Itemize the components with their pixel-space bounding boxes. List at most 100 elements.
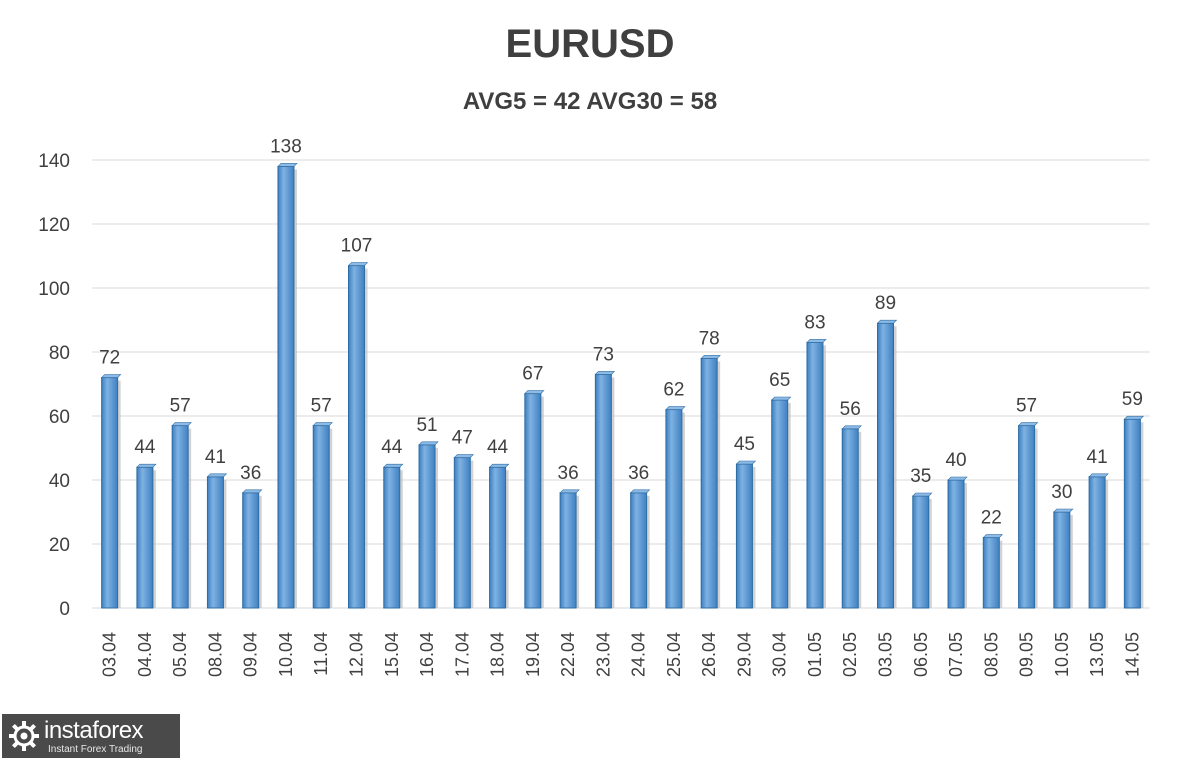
chart-title: EURUSD [505, 22, 675, 66]
y-tick-label: 0 [59, 599, 70, 620]
bar-top [241, 489, 263, 494]
data-label: 65 [769, 370, 790, 391]
data-label: 59 [1122, 389, 1143, 410]
bar [877, 322, 894, 609]
bar [594, 373, 612, 609]
x-tick-label: 26.04 [699, 632, 719, 677]
chart-subtitle: AVG5 = 42 AVG30 = 58 [462, 88, 718, 115]
x-tick-label: 01.05 [805, 632, 825, 677]
y-tick-label: 60 [49, 407, 70, 428]
bar [489, 466, 507, 609]
instaforex-logo: instaforex Instant Forex Trading [2, 714, 180, 758]
bar-top [947, 476, 968, 481]
data-label: 22 [981, 508, 1002, 529]
x-tick-label: 10.04 [276, 632, 296, 677]
data-label: 40 [945, 450, 966, 471]
bar-top [488, 463, 510, 468]
bar-top [1017, 422, 1039, 426]
x-axis-ticks: 03.04 04.04 05.04 08.04 09.04 10.04 11.04 12.04… [100, 632, 1143, 677]
x-tick-label: 02.05 [840, 632, 860, 677]
data-label: 73 [593, 344, 614, 365]
bar-top [1088, 473, 1109, 478]
x-tick-label: 03.05 [876, 632, 896, 677]
gear-logo-icon [9, 721, 39, 751]
grid-lines [92, 159, 1150, 609]
data-label: 36 [628, 463, 649, 484]
y-tick-label: 120 [38, 215, 70, 236]
x-tick-label: 22.04 [558, 632, 578, 677]
bar [1123, 418, 1141, 609]
bar [312, 425, 330, 609]
data-label: 57 [170, 396, 191, 417]
x-tick-label: 08.04 [205, 632, 225, 677]
data-label: 72 [99, 348, 120, 369]
bars [100, 163, 1145, 609]
bar-top [735, 460, 757, 465]
x-tick-label: 10.05 [1052, 632, 1072, 677]
data-label: 44 [487, 437, 509, 458]
x-tick-label: 30.04 [770, 632, 790, 677]
bar-top [347, 262, 369, 266]
x-tick-label: 29.04 [734, 632, 754, 677]
x-tick-label: 16.04 [417, 632, 437, 677]
x-tick-label: 23.04 [593, 632, 613, 677]
bar [735, 463, 753, 609]
data-labels: 72 44 57 41 36 138 57 107 44 51 47 44 67 36 73 36 62 78 45… [99, 136, 1143, 528]
bar-top [982, 534, 1004, 538]
logo-name: instaforex [44, 717, 144, 744]
data-label: 56 [840, 399, 861, 420]
x-tick-label: 08.05 [981, 632, 1001, 677]
data-label: 51 [416, 415, 437, 436]
bar [171, 425, 189, 609]
bar-top [912, 492, 933, 497]
data-label: 45 [734, 434, 755, 455]
bar-top [700, 355, 721, 359]
x-tick-label: 25.04 [664, 632, 684, 677]
bar-top [418, 441, 439, 446]
x-tick-label: 15.04 [382, 632, 402, 677]
bar-top [312, 422, 333, 426]
x-tick-label: 12.04 [347, 632, 367, 677]
bar [206, 476, 224, 609]
bar-top [594, 371, 616, 375]
data-label: 57 [311, 396, 332, 417]
bar [806, 341, 824, 609]
bar [630, 492, 648, 609]
bar [277, 165, 295, 609]
x-tick-label: 13.05 [1087, 632, 1107, 677]
data-label: 44 [134, 437, 156, 458]
x-tick-label: 14.05 [1122, 632, 1142, 677]
data-label: 44 [381, 437, 403, 458]
x-tick-label: 09.05 [1017, 632, 1037, 677]
bar [700, 357, 718, 609]
bar [1053, 511, 1071, 609]
bar-top [453, 454, 475, 458]
bar [383, 466, 401, 609]
data-label: 36 [240, 463, 261, 484]
bar-top [1053, 508, 1074, 513]
y-axis-ticks: 0 20 40 60 80 100 120 140 [38, 151, 70, 620]
data-label: 138 [270, 136, 302, 157]
y-tick-label: 40 [49, 471, 70, 492]
data-label: 107 [341, 236, 373, 257]
bar [524, 393, 542, 609]
bar-top [524, 390, 545, 394]
data-label: 41 [205, 447, 226, 468]
bar [453, 457, 471, 609]
bar-chart: 0 20 40 60 80 100 120 140 72 44 57 41 36 138 57 107 44 5… [38, 136, 1150, 677]
data-label: 83 [804, 312, 825, 333]
x-tick-label: 07.05 [946, 632, 966, 677]
data-label: 35 [910, 466, 931, 487]
bar [841, 428, 859, 609]
bar [242, 492, 260, 609]
y-tick-label: 100 [38, 279, 70, 300]
bar-top [806, 339, 827, 343]
bar [1018, 425, 1036, 609]
data-label: 30 [1051, 482, 1072, 503]
y-tick-label: 140 [38, 151, 70, 172]
bar [101, 377, 119, 609]
bar-top [277, 163, 298, 167]
x-tick-label: 09.04 [241, 632, 261, 677]
bar-top [665, 406, 686, 410]
x-tick-label: 05.04 [170, 632, 190, 677]
